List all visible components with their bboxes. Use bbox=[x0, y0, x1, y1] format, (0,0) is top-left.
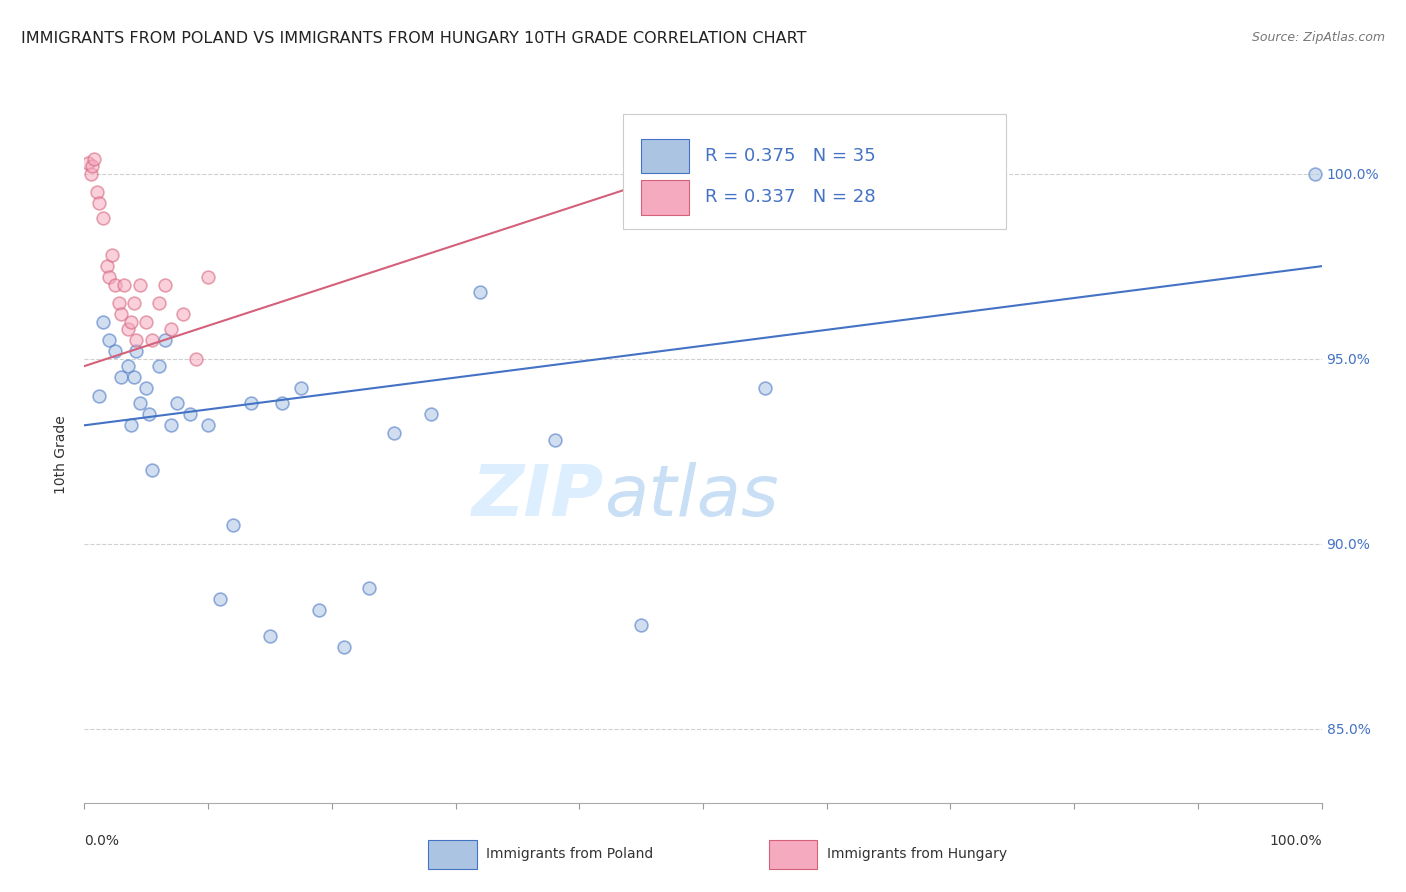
Point bbox=[77, 155, 100, 169]
Point bbox=[382, 425, 405, 440]
Point bbox=[209, 592, 232, 607]
Point bbox=[754, 381, 776, 395]
Point bbox=[129, 277, 152, 292]
Point bbox=[80, 159, 103, 173]
Point bbox=[98, 333, 121, 347]
Point bbox=[117, 322, 139, 336]
Text: IMMIGRANTS FROM POLAND VS IMMIGRANTS FROM HUNGARY 10TH GRADE CORRELATION CHART: IMMIGRANTS FROM POLAND VS IMMIGRANTS FRO… bbox=[21, 31, 807, 46]
Point bbox=[179, 407, 201, 421]
Text: atlas: atlas bbox=[605, 462, 779, 531]
Point bbox=[98, 270, 121, 285]
Point bbox=[112, 277, 135, 292]
Point bbox=[79, 167, 101, 181]
Point bbox=[153, 277, 176, 292]
FancyBboxPatch shape bbox=[641, 138, 689, 173]
Point bbox=[470, 285, 492, 299]
Point bbox=[222, 518, 245, 533]
Point bbox=[148, 359, 170, 373]
Point bbox=[138, 407, 160, 421]
Point bbox=[333, 640, 356, 655]
FancyBboxPatch shape bbox=[641, 180, 689, 215]
Point bbox=[122, 370, 145, 384]
Point bbox=[117, 359, 139, 373]
Point bbox=[96, 259, 118, 273]
Point bbox=[141, 333, 163, 347]
Point bbox=[125, 333, 148, 347]
Point bbox=[141, 463, 163, 477]
Point bbox=[271, 396, 294, 410]
Point bbox=[91, 211, 114, 225]
Point bbox=[419, 407, 441, 421]
Y-axis label: 10th Grade: 10th Grade bbox=[55, 416, 69, 494]
Point bbox=[148, 296, 170, 310]
Point bbox=[110, 307, 132, 321]
Text: Immigrants from Poland: Immigrants from Poland bbox=[486, 847, 654, 862]
Text: 0.0%: 0.0% bbox=[84, 834, 120, 848]
Point bbox=[197, 270, 219, 285]
Point bbox=[122, 296, 145, 310]
FancyBboxPatch shape bbox=[429, 839, 477, 869]
Point bbox=[630, 618, 652, 632]
Point bbox=[89, 389, 111, 403]
FancyBboxPatch shape bbox=[623, 114, 1007, 229]
Point bbox=[86, 185, 108, 199]
Point bbox=[104, 344, 127, 359]
Point bbox=[153, 333, 176, 347]
Point bbox=[692, 159, 714, 173]
Point bbox=[184, 351, 207, 366]
Point bbox=[357, 581, 380, 595]
Point bbox=[197, 418, 219, 433]
Text: 100.0%: 100.0% bbox=[1270, 834, 1322, 848]
Point bbox=[83, 152, 105, 166]
Point bbox=[160, 322, 183, 336]
Text: Source: ZipAtlas.com: Source: ZipAtlas.com bbox=[1251, 31, 1385, 45]
Point bbox=[110, 370, 132, 384]
Text: ZIP: ZIP bbox=[472, 462, 605, 531]
Point bbox=[135, 315, 157, 329]
Text: R = 0.375   N = 35: R = 0.375 N = 35 bbox=[706, 147, 876, 165]
Point bbox=[120, 418, 142, 433]
Point bbox=[120, 315, 142, 329]
Point bbox=[91, 315, 114, 329]
Point bbox=[172, 307, 194, 321]
Point bbox=[166, 396, 188, 410]
Point bbox=[160, 418, 183, 433]
Text: R = 0.337   N = 28: R = 0.337 N = 28 bbox=[706, 188, 876, 206]
Text: Immigrants from Hungary: Immigrants from Hungary bbox=[827, 847, 1007, 862]
Point bbox=[125, 344, 148, 359]
Point bbox=[308, 603, 330, 617]
Point bbox=[543, 433, 565, 447]
Point bbox=[89, 196, 111, 211]
FancyBboxPatch shape bbox=[769, 839, 817, 869]
Point bbox=[129, 396, 152, 410]
Point bbox=[104, 277, 127, 292]
Point bbox=[1305, 167, 1327, 181]
Point bbox=[290, 381, 312, 395]
Point bbox=[240, 396, 263, 410]
Point bbox=[135, 381, 157, 395]
Point bbox=[108, 296, 131, 310]
Point bbox=[100, 248, 122, 262]
Point bbox=[259, 629, 281, 643]
